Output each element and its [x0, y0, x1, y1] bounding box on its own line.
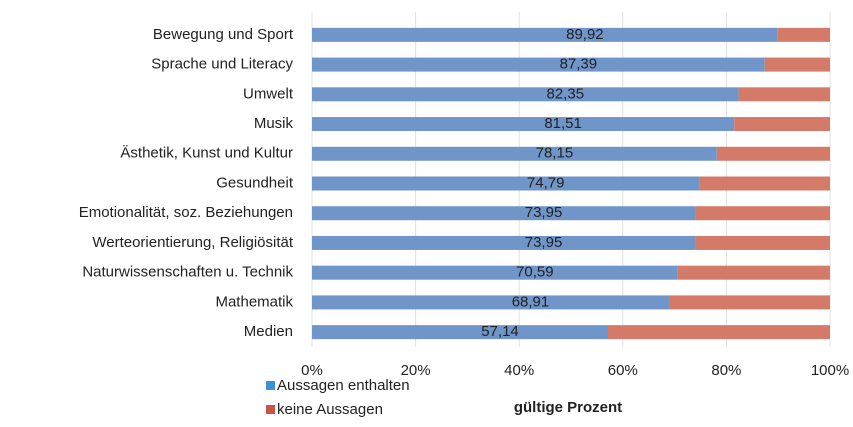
bar-segment: [738, 87, 830, 102]
data-label: 82,35: [547, 85, 585, 102]
bar-segment: [312, 206, 696, 221]
legend-swatch: [266, 405, 275, 414]
bar-segment: [312, 176, 700, 191]
data-label: 73,95: [525, 234, 563, 251]
bar-segment: [312, 57, 765, 72]
bar-segment: [668, 295, 830, 310]
data-label: 74,79: [527, 174, 565, 191]
y-tick-label: Werteorientierung, Religiösität: [92, 234, 293, 251]
y-tick-label: Medien: [244, 323, 293, 340]
y-tick-label: Gesundheit: [216, 174, 294, 191]
bar-segment: [312, 235, 696, 250]
bar-segment: [699, 176, 830, 191]
legend-swatch: [266, 381, 275, 390]
bar-segment: [677, 265, 830, 280]
bar-segment: [312, 27, 778, 42]
y-tick-label: Bewegung und Sport: [153, 26, 294, 43]
x-tick-label: 40%: [504, 362, 534, 379]
data-label: 87,39: [560, 56, 598, 73]
data-label: 68,91: [512, 293, 550, 310]
y-tick-label: Umwelt: [243, 85, 294, 102]
bar-segment: [764, 57, 830, 72]
x-tick-label: 100%: [811, 362, 849, 379]
bar-segment: [716, 146, 830, 161]
data-label: 73,95: [525, 204, 563, 221]
x-tick-label: 80%: [711, 362, 741, 379]
bar-segment: [312, 265, 678, 280]
x-tick-label: 60%: [608, 362, 638, 379]
bar-segment: [607, 325, 830, 340]
y-tick-label: Musik: [254, 115, 294, 132]
bar-segment: [312, 295, 669, 310]
data-label: 57,14: [481, 323, 519, 340]
bar-segment: [695, 235, 830, 250]
bar-segment: [695, 206, 830, 221]
y-tick-label: Mathematik: [215, 293, 293, 310]
bar-segment: [312, 87, 739, 102]
data-label: 70,59: [516, 264, 554, 281]
legend-label: Aussagen enthalten: [277, 377, 410, 394]
data-label: 81,51: [544, 115, 582, 132]
x-tick-label: 0%: [301, 362, 323, 379]
bar-segment: [734, 117, 830, 132]
y-tick-label: Ästhetik, Kunst und Kultur: [120, 145, 293, 162]
y-tick-label: Emotionalität, soz. Beziehungen: [79, 204, 293, 221]
data-label: 89,92: [566, 26, 604, 43]
bar-segment: [777, 27, 830, 42]
bar-segment: [312, 325, 608, 340]
x-axis-title: gültige Prozent: [514, 399, 622, 416]
x-tick-label: 20%: [401, 362, 431, 379]
y-tick-label: Sprache und Literacy: [151, 56, 293, 73]
legend-label: keine Aussagen: [277, 401, 383, 418]
bar-segment: [312, 117, 735, 132]
bar-segment: [312, 146, 717, 161]
data-label: 78,15: [536, 145, 574, 162]
y-tick-label: Naturwissenschaften u. Technik: [82, 264, 293, 281]
